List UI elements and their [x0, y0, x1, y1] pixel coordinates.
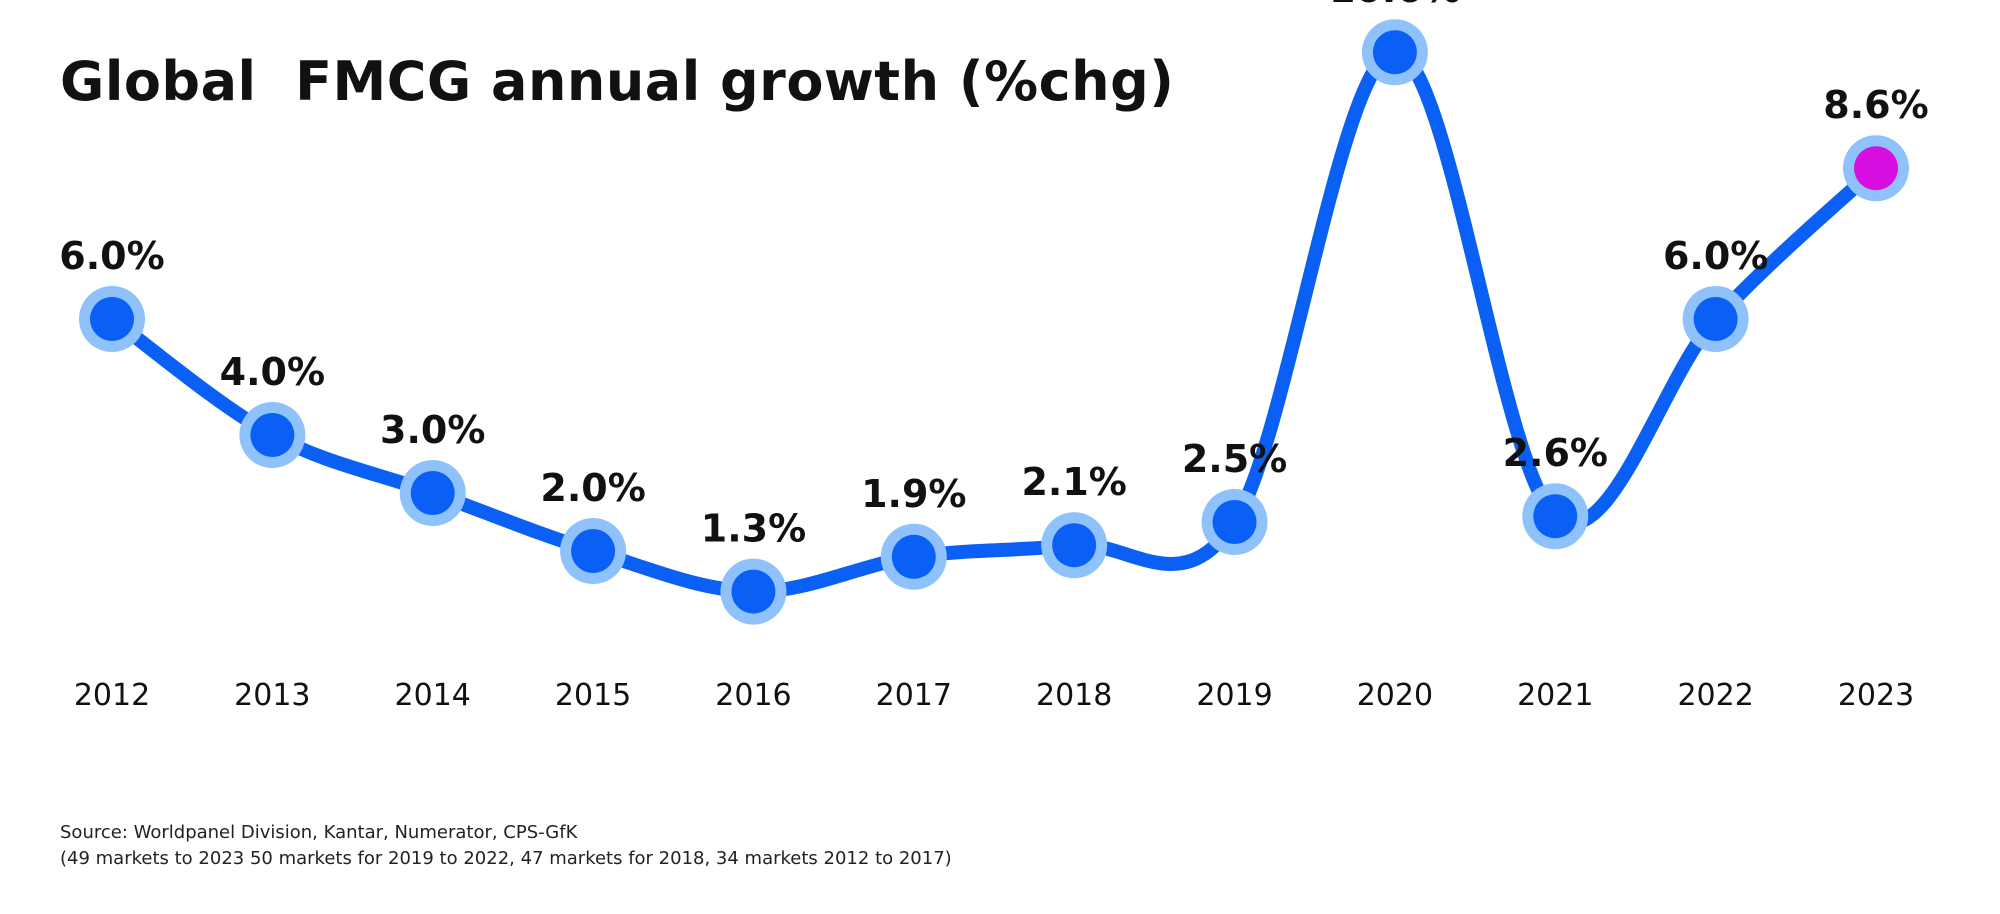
data-point-2020: [1361, 19, 1428, 86]
data-label-2012: 6.0%: [59, 234, 164, 278]
x-tick-2022: 2022: [1677, 678, 1753, 713]
data-label-2022: 6.0%: [1663, 234, 1768, 278]
point-marker: [250, 413, 295, 457]
source-note: Source: Worldpanel Division, Kantar, Num…: [60, 822, 578, 843]
data-point-2017: [880, 523, 947, 590]
data-label-2020: 10.6%: [1329, 0, 1461, 11]
data-point-2016: [720, 558, 787, 625]
point-marker: [410, 471, 455, 515]
x-tick-2023: 2023: [1838, 678, 1914, 713]
data-point-2013: [239, 402, 306, 468]
data-point-2023: [1843, 135, 1909, 202]
series-line: [105, 45, 1883, 599]
point-marker: [1693, 297, 1738, 341]
x-tick-2013: 2013: [234, 678, 310, 713]
chart-footer: Source: Worldpanel Division, Kantar, Num…: [60, 820, 952, 872]
data-point-2012: [79, 286, 145, 352]
data-label-2018: 2.1%: [1021, 460, 1126, 504]
point-marker: [571, 529, 616, 573]
point-marker: [1533, 494, 1578, 539]
data-point-2014: [399, 460, 466, 526]
x-tick-2019: 2019: [1196, 678, 1272, 713]
data-label-2014: 3.0%: [380, 408, 485, 452]
data-label-2019: 2.5%: [1182, 437, 1287, 481]
chart-title: Global FMCG annual growth (%chg): [60, 50, 1175, 113]
point-marker: [1052, 523, 1097, 568]
x-tick-2021: 2021: [1517, 678, 1593, 713]
data-label-2016: 1.3%: [701, 507, 806, 551]
x-tick-2015: 2015: [555, 678, 631, 713]
point-marker: [1854, 146, 1898, 191]
data-point-2018: [1041, 512, 1108, 579]
data-point-2015: [560, 518, 627, 584]
x-tick-2018: 2018: [1036, 678, 1112, 713]
point-marker: [90, 297, 134, 341]
data-label-2023: 8.6%: [1823, 83, 1928, 127]
data-label-2021: 2.6%: [1503, 431, 1608, 475]
data-label-2013: 4.0%: [220, 350, 325, 394]
x-tick-2014: 2014: [395, 678, 471, 713]
markets-note: (49 markets to 2023 50 markets for 2019 …: [60, 848, 952, 869]
x-tick-2012: 2012: [74, 678, 150, 713]
point-marker: [1372, 30, 1417, 75]
point-marker: [1212, 500, 1257, 544]
data-label-2015: 2.0%: [540, 466, 645, 510]
data-label-2017: 1.9%: [861, 472, 966, 516]
point-marker: [731, 569, 776, 614]
point-marker: [891, 534, 936, 579]
data-point-2022: [1682, 286, 1749, 352]
x-tick-2020: 2020: [1357, 678, 1433, 713]
x-tick-2016: 2016: [715, 678, 791, 713]
data-point-2019: [1201, 489, 1268, 555]
x-tick-2017: 2017: [876, 678, 952, 713]
data-point-2021: [1522, 483, 1589, 550]
